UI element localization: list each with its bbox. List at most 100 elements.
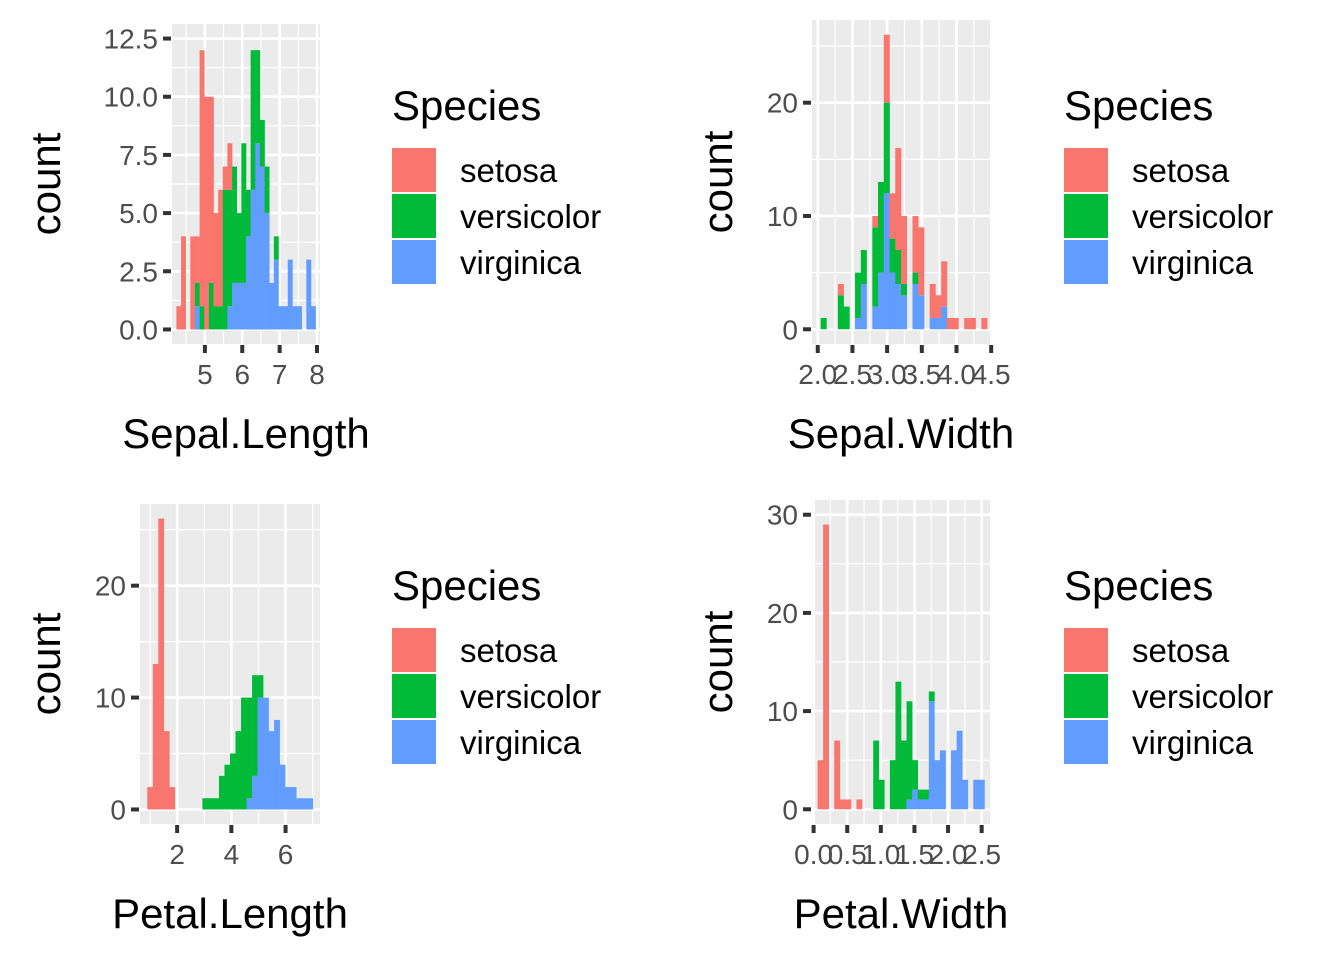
y-tick-label: 0.0 xyxy=(119,314,158,345)
bar-setosa xyxy=(227,143,233,190)
y-tick-label: 5.0 xyxy=(119,198,158,229)
histogram-panel-4: 0 10 20 30 0.00.51.01.52.02.5 Petal.Width coun… xyxy=(694,500,1273,937)
legend-key-setosa xyxy=(1064,628,1108,672)
bar-virginica xyxy=(889,272,896,330)
bar-versicolor xyxy=(259,120,265,167)
y-tick-label: 2.5 xyxy=(119,256,158,287)
bar-virginica xyxy=(246,798,253,810)
bar-virginica xyxy=(273,259,279,330)
x-tick-label: 6 xyxy=(234,359,250,390)
bar-versicolor xyxy=(912,760,918,790)
y-tick-label: 0 xyxy=(110,794,126,825)
bar-versicolor xyxy=(208,282,214,330)
bar-versicolor xyxy=(218,775,225,810)
bar-virginica xyxy=(923,799,930,810)
bar-virginica xyxy=(257,697,264,810)
bar-setosa xyxy=(935,295,942,318)
bar-setosa xyxy=(147,787,154,810)
y-tick-label: 10 xyxy=(767,201,798,232)
legend-label-virginica: virginica xyxy=(1132,724,1254,761)
bar-versicolor xyxy=(202,798,209,810)
bar-versicolor xyxy=(241,143,247,283)
bar-virginica xyxy=(860,283,867,330)
histogram-bars xyxy=(817,524,985,810)
bar-virginica xyxy=(194,306,200,330)
bar-virginica xyxy=(900,295,908,330)
bar-virginica xyxy=(956,730,963,810)
bar-setosa xyxy=(199,50,205,307)
bar-virginica xyxy=(928,701,935,810)
legend-title: Species xyxy=(392,82,541,129)
bar-versicolor xyxy=(906,701,913,800)
legend-key-setosa xyxy=(392,628,436,672)
x-tick-label: 2.5 xyxy=(833,359,872,390)
bar-virginica xyxy=(973,779,980,810)
legend: Species setosa versicolor virginica xyxy=(392,82,601,284)
y-tick-label: 10.0 xyxy=(104,82,159,113)
legend-title: Species xyxy=(1064,562,1213,609)
y-tick-label: 30 xyxy=(767,500,798,531)
bar-versicolor xyxy=(241,697,247,810)
bar-setosa xyxy=(190,236,196,330)
bar-setosa xyxy=(952,317,959,330)
bar-virginica xyxy=(929,317,936,330)
y-tick-label: 12.5 xyxy=(104,24,159,55)
bar-virginica xyxy=(941,306,948,330)
x-tick-label: 4.5 xyxy=(972,359,1011,390)
legend-key-versicolor xyxy=(1064,674,1108,718)
bar-versicolor xyxy=(878,779,885,810)
legend-label-versicolor: versicolor xyxy=(1132,198,1273,235)
bar-setosa xyxy=(946,317,953,330)
histogram-panel-1: 0.0 2.5 5.0 7.5 10.0 12.5 5 6 7 8 Sepal.Length coun… xyxy=(22,24,601,457)
legend-key-versicolor xyxy=(392,194,436,238)
x-axis-title: Petal.Length xyxy=(112,890,348,937)
bar-setosa xyxy=(900,215,908,284)
bar-setosa xyxy=(208,96,214,283)
bar-versicolor xyxy=(873,740,880,810)
bar-virginica xyxy=(895,283,902,330)
bar-versicolor xyxy=(837,295,844,330)
bar-virginica xyxy=(872,306,879,330)
legend-label-versicolor: versicolor xyxy=(460,198,601,235)
bar-setosa xyxy=(872,215,879,228)
x-tick-label: 0.0 xyxy=(794,839,833,870)
bar-setosa xyxy=(834,740,841,810)
legend-label-setosa: setosa xyxy=(460,632,558,669)
bar-virginica xyxy=(263,697,269,810)
bar-versicolor xyxy=(246,697,253,799)
y-axis-title: count xyxy=(694,610,741,713)
legend-label-setosa: setosa xyxy=(1132,632,1230,669)
bar-versicolor xyxy=(917,789,924,800)
y-tick-label: 10 xyxy=(767,696,798,727)
bar-versicolor xyxy=(224,764,231,810)
bar-virginica xyxy=(307,798,314,810)
bar-setosa xyxy=(964,317,971,330)
legend-key-virginica xyxy=(1064,720,1108,764)
x-tick-label: 0.5 xyxy=(828,839,867,870)
bar-virginica xyxy=(236,282,242,330)
bar-versicolor xyxy=(246,189,251,237)
legend-key-virginica xyxy=(1064,240,1108,284)
x-tick-label: 4 xyxy=(224,839,240,870)
legend-label-setosa: setosa xyxy=(460,152,558,189)
legend: Species setosa versicolor virginica xyxy=(1064,82,1273,284)
bar-virginica xyxy=(246,236,251,330)
y-axis: 0 10 20 30 xyxy=(767,500,811,825)
x-axis: 0.00.51.01.52.02.5 xyxy=(794,825,1001,870)
bar-setosa xyxy=(222,166,228,190)
bar-setosa xyxy=(969,317,976,330)
bar-setosa xyxy=(169,787,176,810)
histogram-bars xyxy=(820,34,988,330)
bar-virginica xyxy=(978,779,985,810)
bar-virginica xyxy=(883,193,890,330)
bar-virginica xyxy=(292,306,298,330)
x-tick-label: 2.0 xyxy=(798,359,837,390)
x-tick-label: 2.0 xyxy=(929,839,968,870)
bar-versicolor xyxy=(889,760,896,810)
x-tick-label: 5 xyxy=(197,359,213,390)
bar-virginica xyxy=(227,306,233,330)
bar-setosa xyxy=(817,760,824,810)
bar-versicolor xyxy=(232,166,238,283)
bar-virginica xyxy=(285,787,291,810)
